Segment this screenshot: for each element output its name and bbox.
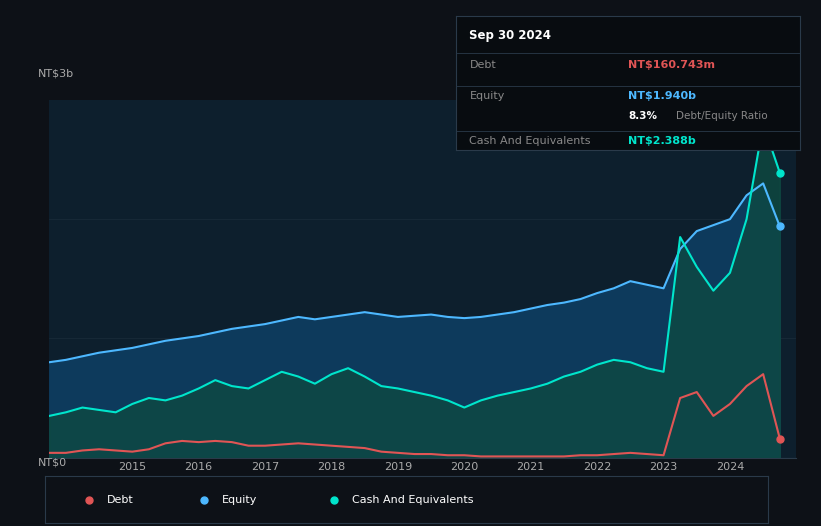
Text: Cash And Equivalents: Cash And Equivalents (352, 494, 474, 505)
Text: NT$1.940b: NT$1.940b (628, 91, 696, 102)
Text: 8.3%: 8.3% (628, 112, 657, 122)
Text: Equity: Equity (222, 494, 258, 505)
Text: NT$160.743m: NT$160.743m (628, 60, 715, 70)
Text: Debt: Debt (107, 494, 133, 505)
Text: NT$0: NT$0 (38, 458, 67, 468)
Text: NT$3b: NT$3b (38, 68, 74, 78)
Text: Equity: Equity (470, 91, 505, 102)
Text: NT$2.388b: NT$2.388b (628, 136, 696, 146)
Text: Cash And Equivalents: Cash And Equivalents (470, 136, 591, 146)
Text: Debt/Equity Ratio: Debt/Equity Ratio (677, 112, 768, 122)
Text: Debt: Debt (470, 60, 496, 70)
Text: Sep 30 2024: Sep 30 2024 (470, 29, 552, 42)
